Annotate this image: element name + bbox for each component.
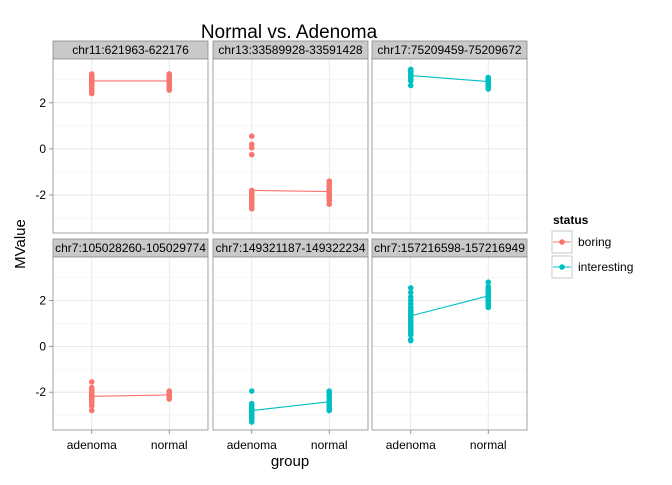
data-point [248, 133, 255, 140]
facet-panels: chr11:621963-622176 -2 0 2 chr13:33589928-33… [35, 40, 528, 452]
data-point [88, 90, 95, 97]
y-axis-label: MValue [12, 219, 29, 269]
mean-line [91, 394, 170, 397]
facet-strip-label: chr13:33589928-33591428 [218, 43, 362, 57]
facet-panel: chr7:105028260-105029774 -2 0 2 adenoma norma… [35, 238, 209, 452]
data-point [407, 289, 414, 296]
facet-strip-label: chr7:157216598-157216949 [374, 241, 525, 255]
facet-strip-label: chr7:105028260-105029774 [55, 241, 206, 255]
panel-border [52, 256, 209, 431]
y-tick-label: 2 [39, 96, 46, 110]
panel-border [212, 256, 369, 431]
legend-key-point [559, 264, 565, 270]
panel-background [372, 59, 527, 233]
panel-background [372, 257, 527, 430]
y-tick-label: -2 [35, 188, 46, 202]
x-axis-label: group [271, 453, 309, 470]
facet-strip-label: chr7:149321187-149322234 [216, 241, 366, 255]
facet-panel: chr11:621963-622176 -2 0 2 [35, 40, 209, 234]
data-point [407, 337, 414, 344]
legend-label: boring [578, 235, 611, 249]
legend-label: interesting [578, 260, 633, 274]
data-point [88, 407, 95, 414]
chart-title: Normal vs. Adenoma [201, 22, 378, 43]
mean-line [251, 189, 330, 193]
y-tick-label: -2 [35, 385, 46, 399]
x-tick-label: normal [470, 438, 507, 452]
legend-key-point [559, 239, 565, 245]
data-point [407, 332, 414, 338]
data-point [248, 388, 255, 394]
data-point [485, 86, 492, 92]
legend-entry: boring [551, 230, 611, 254]
panel-border [371, 58, 528, 234]
data-point [407, 78, 414, 84]
data-point [88, 379, 95, 385]
facet-panel: chr7:157216598-157216949 adenoma normal [371, 238, 528, 452]
facet-panel: chr13:33589928-33591428 [212, 40, 369, 234]
data-point [248, 151, 255, 158]
data-point [485, 304, 492, 311]
data-point [248, 419, 255, 425]
panel-border [212, 58, 369, 234]
y-tick-label: 0 [39, 142, 46, 156]
data-point [166, 87, 173, 93]
facet-strip-label: chr17:75209459-75209672 [377, 43, 521, 57]
legend-keys: boring interesting [551, 230, 633, 279]
data-point [248, 144, 255, 151]
mean-line [410, 295, 489, 317]
y-tick-label: 0 [39, 339, 46, 353]
legend-entry: interesting [551, 255, 633, 279]
x-tick-label: normal [151, 438, 188, 452]
x-tick-label: adenoma [67, 438, 117, 452]
panel-background [53, 257, 208, 430]
data-point [326, 201, 333, 207]
data-point [248, 206, 255, 212]
panel-border [371, 256, 528, 431]
legend: status boring interesting [551, 213, 633, 279]
data-point [326, 407, 333, 414]
data-point [407, 285, 414, 291]
panel-background [213, 257, 368, 430]
facet-panel: chr17:75209459-75209672 [371, 40, 528, 234]
legend-title: status [553, 213, 589, 227]
panel-border [52, 58, 209, 234]
facet-panel: chr7:149321187-149322234 adenoma normal [212, 238, 369, 452]
data-point [88, 403, 95, 409]
y-tick-label: 2 [39, 294, 46, 308]
facet-strip-label: chr11:621963-622176 [72, 43, 189, 57]
x-tick-label: adenoma [227, 438, 277, 452]
data-point [485, 279, 492, 286]
mean-line [410, 75, 489, 83]
x-tick-label: normal [311, 438, 348, 452]
data-point [166, 396, 173, 402]
panel-background [213, 59, 368, 233]
mean-line [251, 401, 330, 412]
x-tick-label: adenoma [386, 438, 436, 452]
data-point [407, 82, 414, 89]
panel-background [53, 59, 208, 233]
